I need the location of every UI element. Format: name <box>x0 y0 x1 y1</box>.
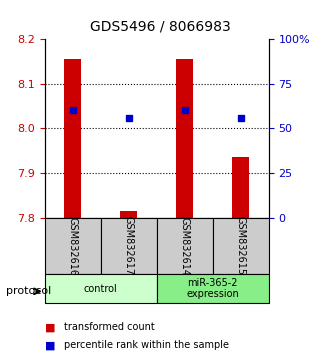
Text: percentile rank within the sample: percentile rank within the sample <box>64 340 229 350</box>
Bar <box>232 158 249 218</box>
Text: GSM832616: GSM832616 <box>68 217 78 275</box>
Text: ■: ■ <box>45 340 55 350</box>
Bar <box>120 211 137 218</box>
Text: control: control <box>84 284 118 293</box>
Bar <box>157 274 269 303</box>
Bar <box>45 274 157 303</box>
Text: transformed count: transformed count <box>64 322 155 332</box>
Text: GSM832614: GSM832614 <box>180 217 190 275</box>
Text: GDS5496 / 8066983: GDS5496 / 8066983 <box>90 19 230 34</box>
Text: protocol: protocol <box>6 286 52 296</box>
Bar <box>213 218 269 274</box>
Bar <box>157 218 213 274</box>
Text: miR-365-2
expression: miR-365-2 expression <box>187 278 239 299</box>
Text: GSM832617: GSM832617 <box>124 216 134 276</box>
Bar <box>176 59 193 218</box>
Text: GSM832615: GSM832615 <box>236 216 246 276</box>
Bar <box>45 218 101 274</box>
Text: ■: ■ <box>45 322 55 332</box>
Bar <box>101 218 157 274</box>
Bar <box>64 59 81 218</box>
